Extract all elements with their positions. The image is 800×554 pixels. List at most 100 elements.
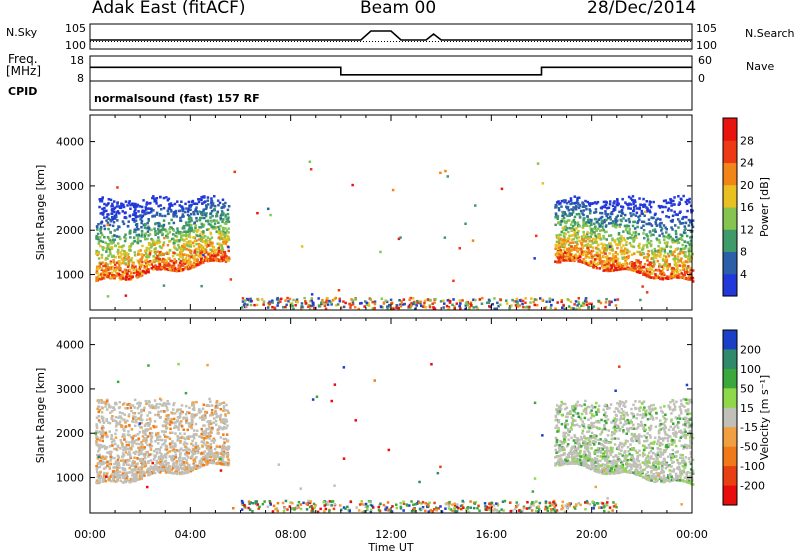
velocity-cell — [206, 403, 209, 407]
power-cell — [676, 240, 680, 243]
power-cell — [103, 273, 106, 277]
power-cell — [196, 261, 200, 264]
velocity-cell — [201, 462, 204, 465]
power-cell — [111, 265, 114, 269]
power-cell — [112, 259, 115, 262]
power-cell — [184, 257, 188, 260]
velocity-cell — [149, 465, 153, 468]
power-cell — [109, 260, 113, 263]
power-cell — [599, 211, 602, 215]
power-cell — [613, 240, 617, 244]
power-cell — [579, 209, 583, 213]
velocity-cell — [191, 435, 194, 438]
power-cell — [371, 307, 375, 310]
power-cell — [351, 183, 354, 187]
power-cell — [213, 222, 217, 225]
velocity-cell — [95, 443, 99, 447]
power-cell — [135, 225, 139, 228]
power-cell — [179, 219, 183, 222]
power-cell — [132, 236, 136, 239]
velocity-cell — [105, 400, 109, 403]
power-cell — [195, 206, 198, 209]
velocity-cell — [158, 402, 161, 406]
velocity-cell — [101, 425, 104, 428]
power-cell — [628, 202, 631, 205]
power-cell — [650, 243, 653, 246]
power-cell — [105, 215, 109, 219]
power-cell — [211, 214, 214, 218]
velocity-cell — [153, 456, 156, 459]
power-cell — [276, 301, 280, 305]
power-cell — [205, 212, 208, 215]
power-cell — [675, 266, 679, 269]
power-cell — [627, 195, 631, 199]
power-cell — [571, 259, 575, 262]
power-cell — [673, 241, 676, 244]
power-cell — [104, 264, 107, 267]
power-cell — [661, 232, 664, 235]
power-cell — [654, 276, 657, 280]
power-cell — [99, 212, 102, 215]
velocity-cell — [155, 462, 158, 465]
power-cell — [669, 250, 672, 253]
power-cell — [150, 228, 153, 232]
power-cell — [145, 254, 149, 257]
velocity-cell — [222, 460, 225, 464]
power-cell — [605, 218, 608, 222]
velocity-cell — [113, 462, 116, 466]
power-cell — [469, 302, 472, 305]
velocity-cell — [128, 471, 131, 474]
velocity-cell — [137, 417, 140, 420]
velocity-cell — [114, 432, 117, 436]
velocity-cell — [222, 405, 226, 408]
power-cell — [207, 243, 210, 247]
power-cell — [224, 213, 227, 217]
velocity-cell — [192, 413, 195, 416]
power-cell — [660, 250, 663, 253]
power-cell — [571, 202, 575, 205]
power-cell — [201, 250, 204, 254]
power-cell — [647, 222, 651, 226]
power-cell — [677, 218, 680, 221]
power-cell — [607, 206, 611, 209]
power-cell — [633, 227, 637, 230]
power-cell — [466, 304, 470, 307]
power-cell — [679, 197, 683, 201]
power-cell — [628, 227, 631, 231]
power-cell — [616, 263, 619, 267]
velocity-cell — [99, 461, 103, 465]
power-cell — [561, 214, 565, 218]
velocity-cell — [110, 456, 114, 459]
power-cell — [634, 200, 637, 204]
velocity-cell — [174, 432, 177, 435]
power-cell — [124, 253, 127, 257]
power-cell — [654, 220, 657, 224]
power-cell — [569, 199, 573, 202]
power-cell — [107, 198, 111, 201]
power-cell — [145, 211, 149, 214]
power-cell — [282, 306, 285, 309]
power-cell — [640, 212, 643, 215]
power-cell — [338, 299, 342, 303]
velocity-cell — [107, 475, 110, 479]
velocity-cell — [177, 438, 180, 441]
power-cell — [225, 221, 228, 224]
power-cell — [570, 228, 574, 232]
power-cell — [666, 236, 670, 239]
velocity-cell — [204, 431, 208, 435]
power-cell — [601, 225, 604, 228]
power-cell — [580, 250, 583, 253]
velocity-cell — [160, 464, 163, 467]
power-cell — [334, 296, 337, 300]
velocity-cell — [120, 425, 124, 428]
velocity-cell — [225, 454, 229, 457]
power-cell — [161, 214, 164, 218]
power-cell — [147, 268, 150, 271]
velocity-cell — [174, 464, 177, 468]
power-cell — [572, 228, 576, 231]
power-cell — [112, 275, 115, 279]
velocity-cell — [133, 406, 136, 409]
velocity-cell — [97, 405, 100, 408]
power-cell — [168, 228, 171, 231]
velocity-cell — [212, 438, 216, 442]
